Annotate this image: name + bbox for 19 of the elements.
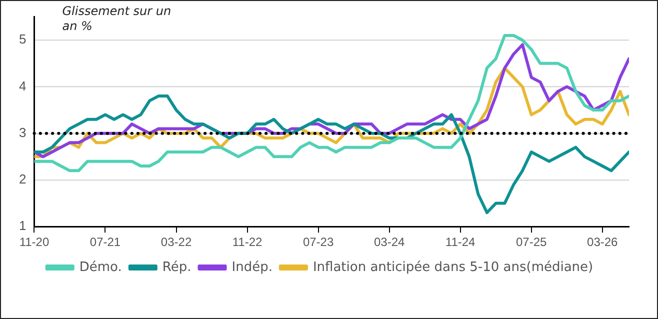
x-tick-label: 07-23: [302, 235, 334, 250]
x-tick-label: 03-26: [587, 235, 618, 250]
x-tick-label: 03-22: [160, 235, 192, 250]
x-tick-label: 07-21: [90, 235, 121, 250]
y-tick-label: 3: [18, 124, 26, 140]
y-tick-label: 2: [18, 172, 26, 187]
x-tick-label: 11-22: [232, 235, 263, 250]
legend-label: Démo.: [79, 260, 122, 275]
y-tick-label: 4: [18, 78, 26, 94]
x-tick-label: 11-20: [19, 235, 50, 250]
y-axis-title: Glissement sur un an %: [62, 4, 172, 34]
legend-label: Rép.: [162, 260, 192, 275]
x-tick-label: 07-25: [516, 235, 548, 250]
legend-label: Inflation anticipée dans 5-10 ans(médiane): [312, 260, 594, 275]
y-tick-label: 5: [18, 32, 26, 47]
x-tick-label: 03-24: [374, 235, 405, 250]
x-tick-label: 11-24: [445, 235, 476, 250]
y-tick-label: 1: [18, 218, 26, 234]
legend-label: Indép.: [232, 260, 272, 275]
